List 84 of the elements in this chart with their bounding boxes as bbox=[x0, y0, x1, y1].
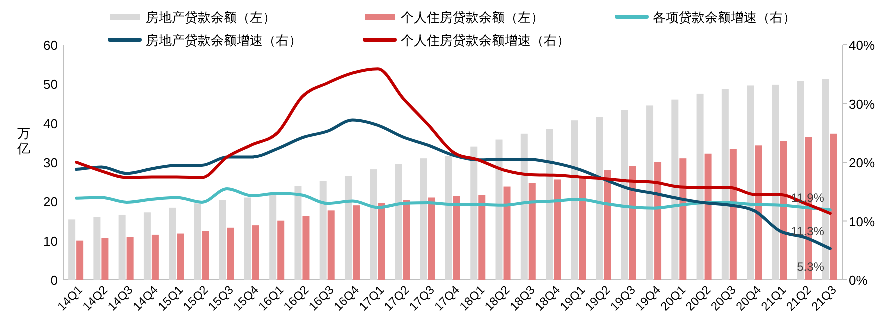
y2-tick-label: 40% bbox=[849, 38, 876, 53]
legend-label: 房地产贷款余额（左） bbox=[146, 10, 276, 25]
bar bbox=[278, 220, 285, 280]
bar bbox=[629, 166, 636, 280]
bar bbox=[772, 84, 780, 280]
bar bbox=[571, 120, 578, 280]
y-axis-title: 万亿 bbox=[16, 126, 30, 156]
bar bbox=[496, 140, 503, 280]
bar bbox=[320, 181, 327, 280]
y-tick-label: 40 bbox=[44, 116, 58, 132]
bar bbox=[478, 195, 486, 280]
bar bbox=[68, 220, 76, 280]
bar bbox=[344, 176, 352, 280]
bar bbox=[126, 237, 134, 280]
bar bbox=[328, 210, 335, 280]
legend-label: 个人住房贷款余额增速（右） bbox=[401, 33, 570, 48]
y2-tick-label: 0% bbox=[849, 273, 868, 288]
bar bbox=[654, 162, 662, 280]
bar bbox=[194, 204, 202, 280]
legend-label: 各项贷款余额增速（右） bbox=[653, 10, 796, 25]
bar bbox=[76, 240, 84, 280]
bar bbox=[294, 186, 302, 280]
bar bbox=[118, 214, 126, 280]
bar bbox=[244, 198, 252, 280]
y2-tick-label: 10% bbox=[849, 214, 876, 230]
bar bbox=[370, 170, 378, 280]
line-series bbox=[75, 68, 832, 216]
legend-label: 个人住房贷款余额（左） bbox=[401, 10, 544, 25]
bar bbox=[680, 158, 687, 280]
bar bbox=[177, 234, 184, 280]
bar bbox=[252, 226, 260, 280]
bar bbox=[646, 106, 654, 280]
bar bbox=[202, 231, 210, 280]
y-tick-label: 10 bbox=[44, 234, 58, 249]
legend-label: 房地产贷款余额增速（右） bbox=[146, 33, 302, 48]
bar bbox=[696, 94, 704, 280]
y-tick-label: 60 bbox=[44, 38, 58, 53]
y2-tick-label: 20% bbox=[849, 156, 876, 170]
bar bbox=[152, 234, 159, 280]
bar bbox=[747, 86, 754, 280]
bar bbox=[470, 146, 478, 280]
bar bbox=[219, 200, 226, 280]
bar bbox=[604, 170, 612, 280]
bar bbox=[579, 176, 586, 280]
bar bbox=[528, 183, 536, 280]
bar bbox=[822, 79, 830, 280]
data-label: 5.3% bbox=[797, 260, 825, 274]
data-label: 11.9% bbox=[791, 191, 825, 206]
bar bbox=[546, 129, 554, 280]
bar bbox=[428, 198, 436, 280]
bar bbox=[830, 134, 838, 280]
bar bbox=[378, 203, 386, 280]
y-tick-label: 30 bbox=[44, 156, 58, 170]
bar bbox=[94, 217, 101, 280]
bar bbox=[780, 141, 788, 280]
line-series bbox=[75, 118, 832, 250]
y-tick-label: 0 bbox=[50, 273, 58, 288]
bar bbox=[420, 158, 428, 280]
y-tick-label: 50 bbox=[44, 77, 58, 92]
bar bbox=[302, 216, 310, 280]
bar bbox=[403, 200, 410, 280]
bar bbox=[446, 156, 452, 280]
bar bbox=[102, 238, 109, 280]
bar bbox=[554, 180, 562, 280]
bar bbox=[504, 186, 511, 280]
bar bbox=[352, 206, 360, 280]
y-tick-label: 20 bbox=[44, 194, 58, 210]
bar bbox=[270, 193, 277, 280]
bar bbox=[755, 146, 762, 280]
line-series bbox=[75, 187, 832, 212]
bar bbox=[672, 100, 679, 280]
bar bbox=[454, 196, 460, 280]
bar bbox=[730, 149, 737, 280]
bar bbox=[722, 89, 729, 280]
bar bbox=[596, 117, 604, 280]
bar bbox=[144, 212, 151, 280]
bar bbox=[704, 154, 712, 280]
bar bbox=[227, 228, 234, 280]
bar bbox=[395, 164, 402, 280]
bar bbox=[621, 110, 628, 280]
bar bbox=[169, 208, 176, 280]
bar bbox=[520, 134, 528, 280]
data-label: 11.3% bbox=[791, 224, 825, 239]
y2-tick-label: 30% bbox=[849, 96, 876, 112]
